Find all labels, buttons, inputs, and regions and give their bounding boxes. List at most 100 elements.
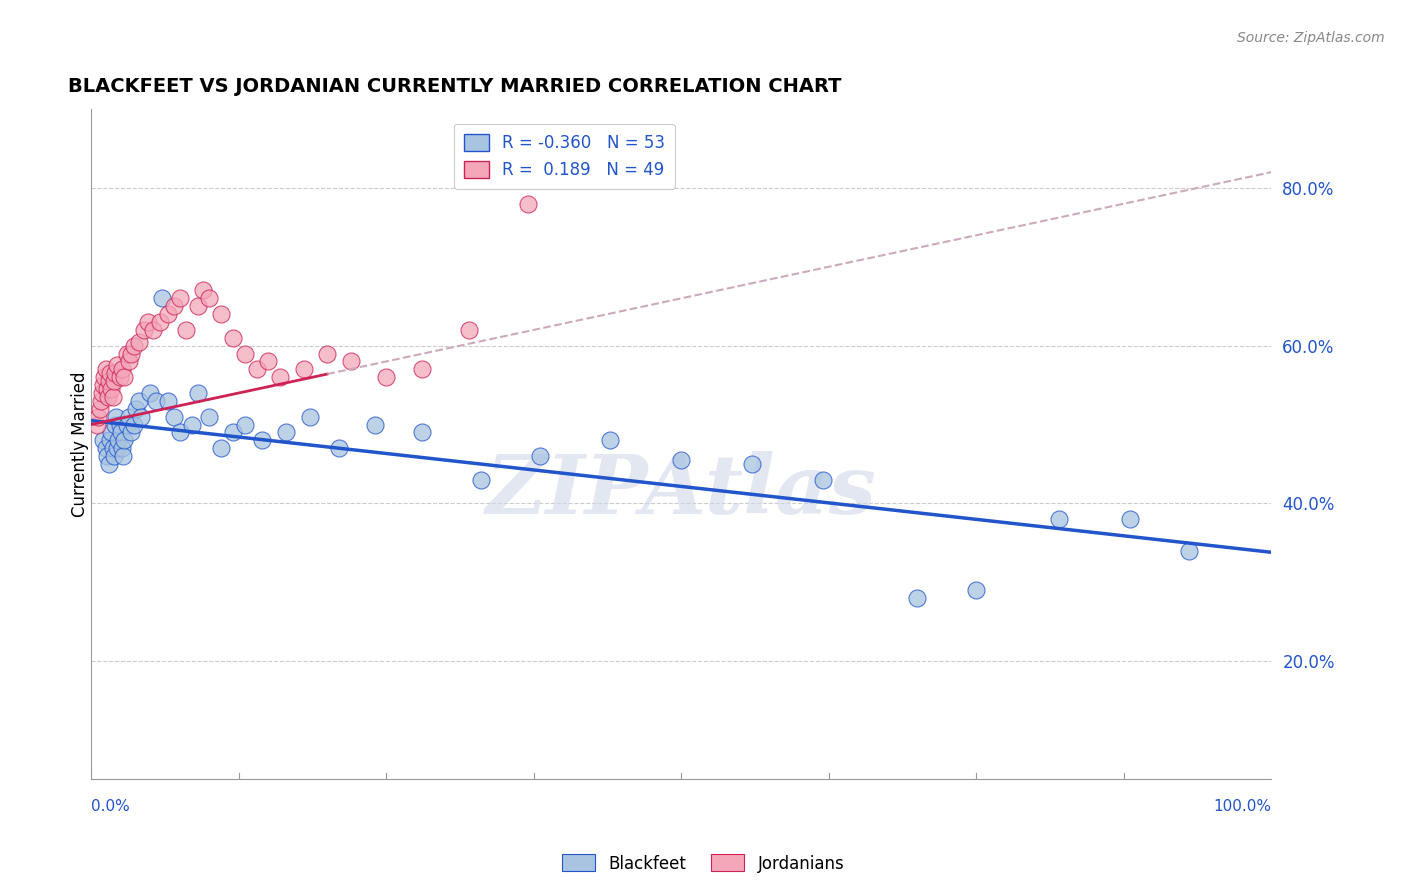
Point xyxy=(107,434,129,448)
Point xyxy=(98,457,121,471)
Point xyxy=(101,441,124,455)
Point xyxy=(599,434,621,448)
Point xyxy=(110,425,132,440)
Point xyxy=(121,346,143,360)
Y-axis label: Currently Married: Currently Married xyxy=(72,371,89,517)
Point xyxy=(87,409,110,424)
Point xyxy=(470,473,492,487)
Point xyxy=(91,434,114,448)
Point xyxy=(411,425,433,440)
Point xyxy=(169,425,191,440)
Point xyxy=(98,374,121,388)
Text: 0.0%: 0.0% xyxy=(91,799,131,814)
Point xyxy=(257,354,280,368)
Point xyxy=(112,434,135,448)
Point xyxy=(89,401,111,416)
Point xyxy=(233,346,256,360)
Point xyxy=(292,362,315,376)
Point xyxy=(1118,512,1140,526)
Point xyxy=(122,339,145,353)
Point xyxy=(328,441,350,455)
Point xyxy=(91,386,114,401)
Point xyxy=(163,409,186,424)
Point xyxy=(1177,543,1199,558)
Point xyxy=(108,417,131,432)
Text: BLACKFEET VS JORDANIAN CURRENTLY MARRIED CORRELATION CHART: BLACKFEET VS JORDANIAN CURRENTLY MARRIED… xyxy=(67,78,841,96)
Point xyxy=(516,196,538,211)
Point xyxy=(115,417,138,432)
Text: ZIPAtlas: ZIPAtlas xyxy=(486,451,877,531)
Point xyxy=(252,434,274,448)
Point xyxy=(100,425,122,440)
Point xyxy=(340,354,363,368)
Point xyxy=(128,393,150,408)
Text: Source: ZipAtlas.com: Source: ZipAtlas.com xyxy=(1237,31,1385,45)
Point xyxy=(186,386,208,401)
Point xyxy=(91,378,114,392)
Point xyxy=(122,417,145,432)
Point xyxy=(169,291,191,305)
Point xyxy=(118,409,141,424)
Point xyxy=(105,409,128,424)
Point xyxy=(97,390,120,404)
Point xyxy=(115,346,138,360)
Point xyxy=(128,334,150,349)
Point xyxy=(93,370,115,384)
Point xyxy=(811,473,834,487)
Point xyxy=(411,362,433,376)
Point xyxy=(94,441,117,455)
Text: 100.0%: 100.0% xyxy=(1213,799,1271,814)
Point xyxy=(316,346,339,360)
Point xyxy=(457,323,479,337)
Point xyxy=(1047,512,1070,526)
Point xyxy=(104,417,127,432)
Point xyxy=(180,417,202,432)
Point xyxy=(111,362,134,376)
Point xyxy=(298,409,321,424)
Point xyxy=(145,393,167,408)
Point xyxy=(98,366,121,380)
Point xyxy=(101,390,124,404)
Point xyxy=(222,331,245,345)
Point xyxy=(105,441,128,455)
Point xyxy=(142,323,165,337)
Point xyxy=(103,449,125,463)
Point xyxy=(209,307,232,321)
Point xyxy=(965,583,987,598)
Point xyxy=(94,362,117,376)
Point xyxy=(136,315,159,329)
Point xyxy=(139,386,162,401)
Point xyxy=(98,434,121,448)
Point xyxy=(269,370,291,384)
Point xyxy=(111,441,134,455)
Point xyxy=(112,449,135,463)
Point xyxy=(157,393,180,408)
Point xyxy=(157,307,180,321)
Point xyxy=(100,382,122,396)
Point xyxy=(90,393,112,408)
Point xyxy=(103,374,125,388)
Point xyxy=(108,370,131,384)
Point xyxy=(150,291,173,305)
Point xyxy=(222,425,245,440)
Point xyxy=(118,354,141,368)
Point xyxy=(529,449,551,463)
Point xyxy=(121,425,143,440)
Point xyxy=(149,315,172,329)
Point xyxy=(174,323,197,337)
Point xyxy=(129,409,152,424)
Point xyxy=(96,382,118,396)
Point xyxy=(905,591,928,605)
Point xyxy=(134,323,156,337)
Point xyxy=(96,449,118,463)
Point xyxy=(186,299,208,313)
Legend: R = -0.360   N = 53, R =  0.189   N = 49: R = -0.360 N = 53, R = 0.189 N = 49 xyxy=(454,124,675,189)
Point xyxy=(125,401,148,416)
Point xyxy=(86,417,108,432)
Point xyxy=(193,284,215,298)
Point xyxy=(163,299,186,313)
Point xyxy=(274,425,297,440)
Point xyxy=(105,359,128,373)
Point xyxy=(245,362,267,376)
Legend: Blackfeet, Jordanians: Blackfeet, Jordanians xyxy=(555,847,851,880)
